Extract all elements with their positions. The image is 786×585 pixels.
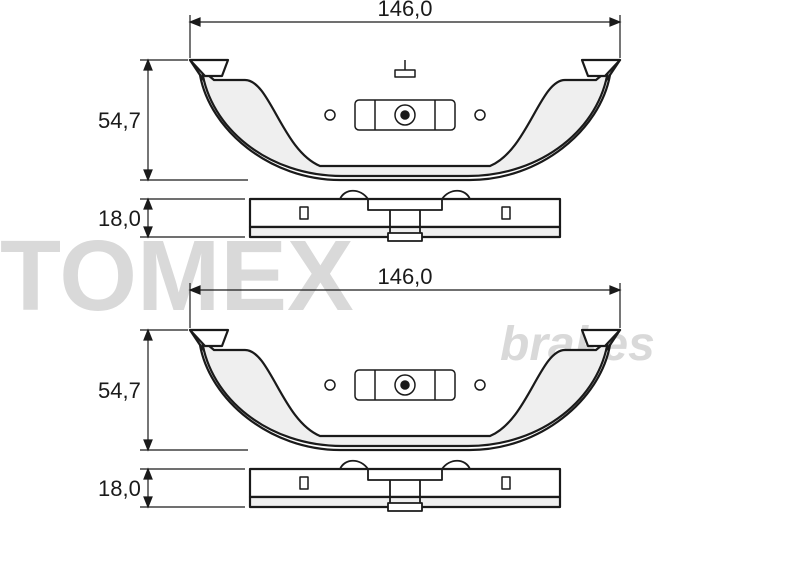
watermark: TOMEX brakes [0,220,655,371]
dim-thick-bottom: 18,0 [98,469,245,507]
dim-width-top: 146,0 [190,0,620,58]
dim-thick-top-label: 18,0 [98,206,141,231]
brake-pad-bottom-edge [250,461,560,511]
brake-pad-top [190,60,620,180]
dim-height-bottom-label: 54,7 [98,378,141,403]
dim-height-top-label: 54,7 [98,108,141,133]
dim-width-bottom-label: 146,0 [377,264,432,289]
dim-thick-bottom-label: 18,0 [98,476,141,501]
brake-pad-top-edge [250,191,560,241]
dim-width-top-label: 146,0 [377,0,432,21]
